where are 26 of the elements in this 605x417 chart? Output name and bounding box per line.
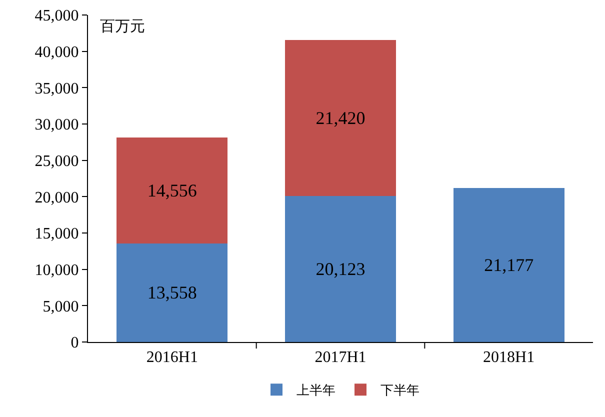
data-label: 20,123: [316, 258, 366, 279]
bar: [284, 40, 396, 196]
bar: [116, 138, 228, 244]
data-label: 14,556: [147, 180, 197, 201]
legend-label: 下半年: [380, 384, 420, 399]
x-tick-label: 2017H1: [314, 349, 366, 366]
legend-label: 上半年: [296, 384, 336, 399]
data-label: 21,420: [316, 108, 366, 128]
data-label: 21,177: [484, 255, 534, 276]
y-tick-label: 20,000: [34, 189, 79, 206]
y-tick-label: 35,000: [34, 80, 79, 98]
y-tick-label: 15,000: [34, 226, 79, 243]
bar: [116, 243, 228, 342]
data-label: 13,558: [147, 282, 197, 303]
bar: [453, 188, 564, 342]
x-tick-label: 2018H1: [483, 349, 535, 366]
x-tick-label: 2016H1: [146, 349, 198, 366]
y-tick-label: 45,000: [34, 8, 79, 25]
y-axis-title: 百万元: [100, 17, 145, 35]
y-tick-label: 0: [70, 334, 79, 352]
bar: [284, 196, 396, 342]
y-tick-label: 10,000: [34, 262, 79, 279]
y-tick-label: 5,000: [42, 298, 79, 316]
y-tick-label: 40,000: [34, 44, 79, 61]
y-tick-label: 30,000: [34, 116, 79, 134]
y-tick-label: 25,000: [34, 152, 79, 170]
